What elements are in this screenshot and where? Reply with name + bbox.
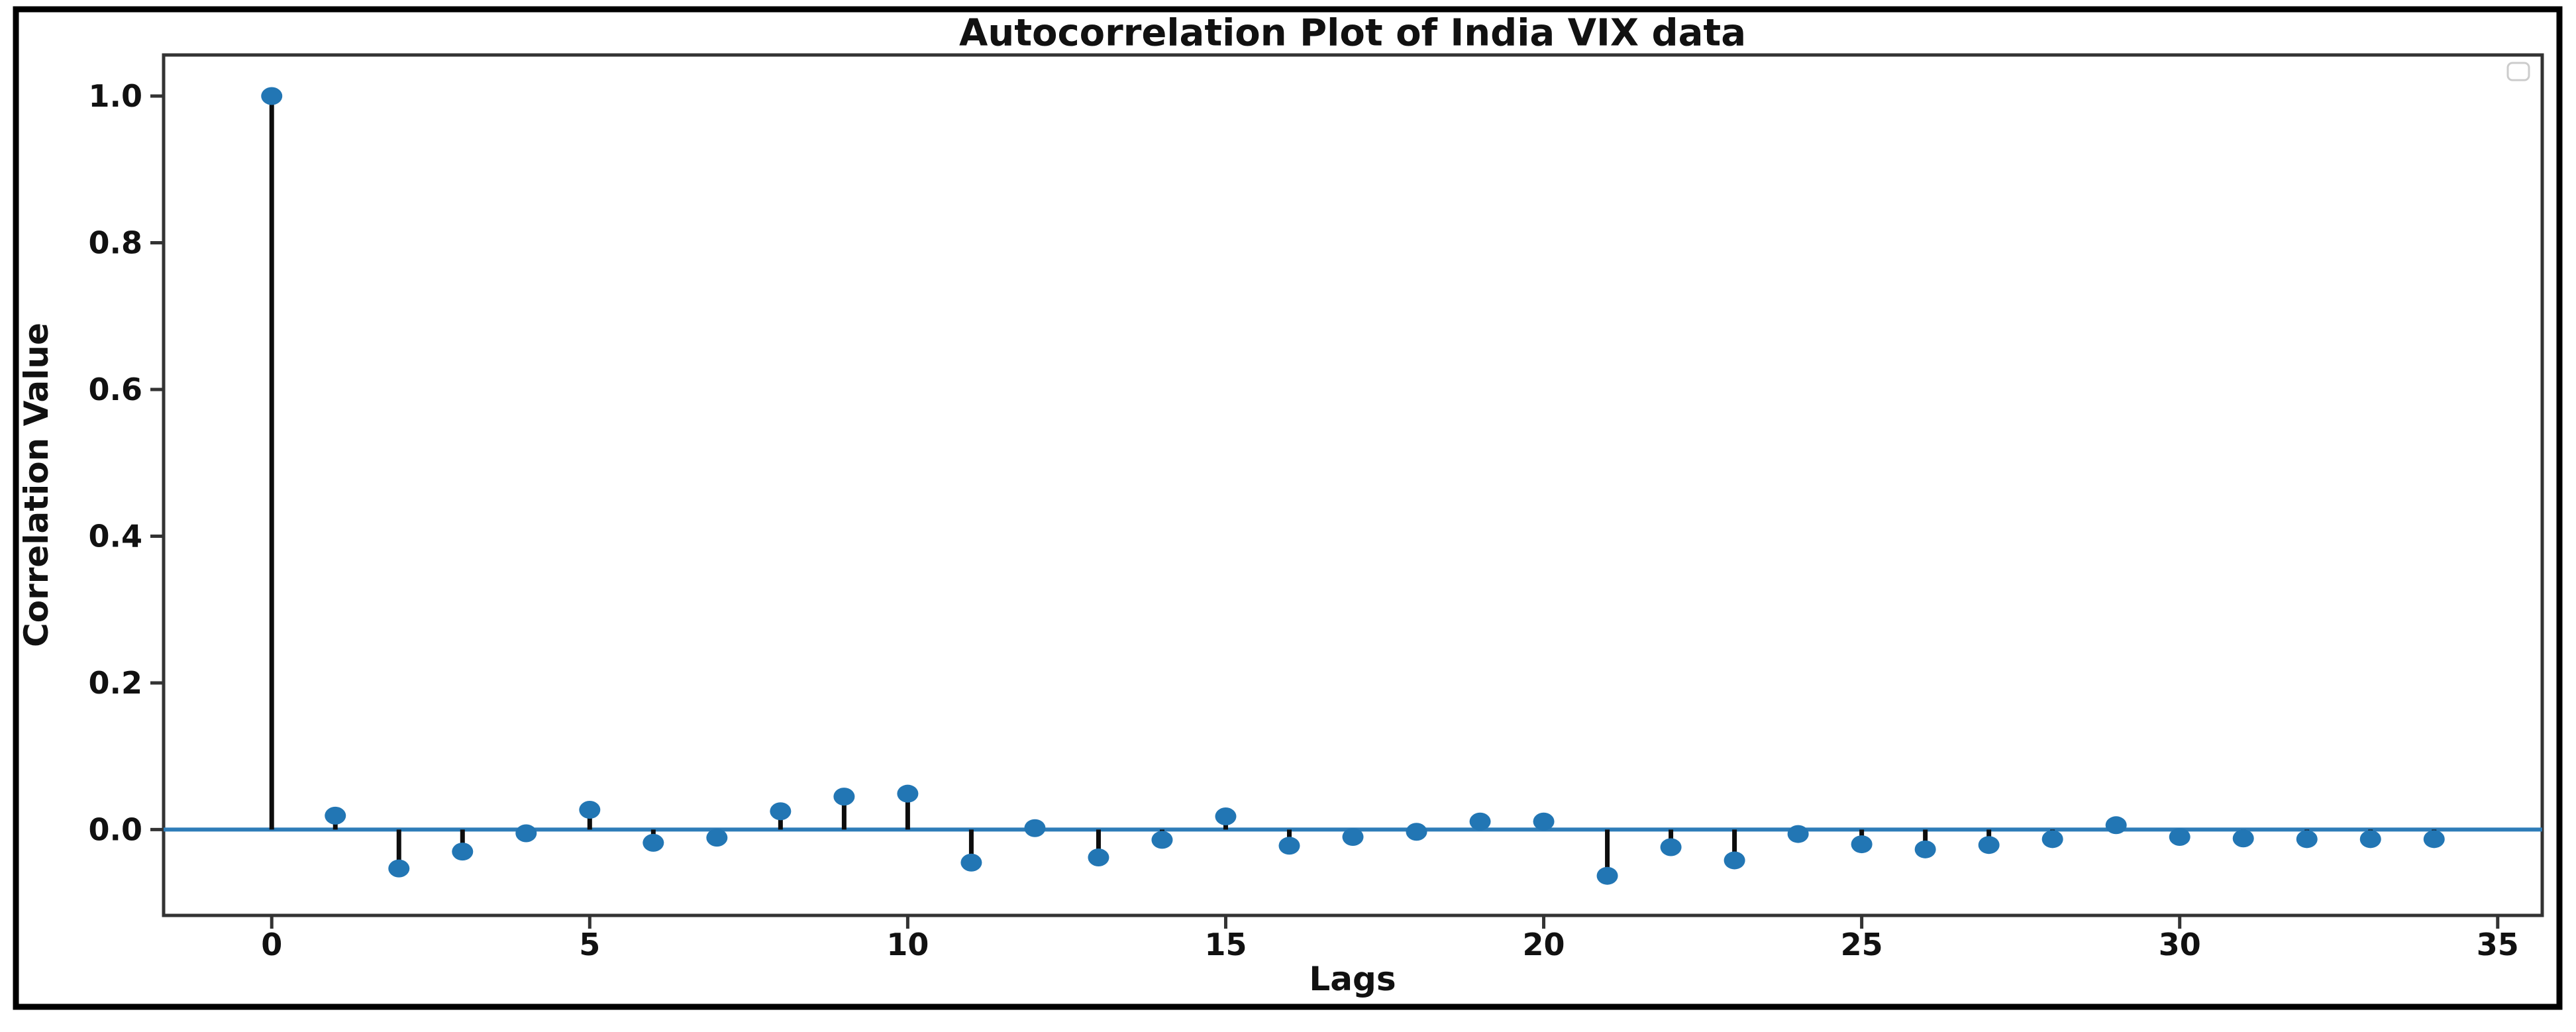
stem-marker <box>1151 831 1173 849</box>
x-tick-label: 25 <box>1841 927 1883 962</box>
x-tick-label: 15 <box>1204 927 1247 962</box>
stem-marker <box>325 806 346 825</box>
stem-marker <box>1469 812 1491 831</box>
stem-marker <box>2296 830 2318 849</box>
stem-marker <box>770 802 792 821</box>
y-tick-label: 0.8 <box>89 225 143 260</box>
plot-area <box>162 53 2544 917</box>
y-axis-label: Correlation Value <box>17 323 56 647</box>
stem-marker <box>1978 836 2000 854</box>
x-axis-ticks: 0 5 10 15 20 25 30 35 <box>261 915 2519 962</box>
stem-marker <box>2232 829 2254 848</box>
stem-marker <box>1533 812 1555 831</box>
stem-series <box>261 87 2445 885</box>
x-tick-label: 35 <box>2477 927 2519 962</box>
stem-marker <box>706 829 728 847</box>
stem-marker <box>960 853 982 872</box>
x-tick-label: 20 <box>1523 927 1565 962</box>
stem-marker <box>1278 837 1300 855</box>
stem-marker <box>833 788 855 806</box>
y-axis-ticks: 0.0 0.2 0.4 0.6 0.8 1.0 <box>89 78 164 847</box>
x-tick-label: 30 <box>2159 927 2201 962</box>
stem-marker <box>1851 835 1873 854</box>
stem-marker <box>1724 851 1745 870</box>
stem-marker <box>2423 830 2445 849</box>
y-tick-label: 0.2 <box>89 665 143 701</box>
stem-marker <box>2359 830 2381 849</box>
figure-border <box>13 6 2563 1010</box>
stem-marker <box>2041 830 2063 849</box>
stem-marker <box>388 859 410 878</box>
y-tick-label: 1.0 <box>89 78 143 114</box>
stem-marker <box>515 824 537 843</box>
stem-marker <box>1914 840 1936 858</box>
stem-marker <box>897 784 919 803</box>
y-tick-label: 0.0 <box>89 811 143 847</box>
stem-marker <box>1406 823 1427 841</box>
stem-marker <box>1660 838 1682 856</box>
stem-marker <box>1787 825 1809 843</box>
stem-marker <box>643 833 664 852</box>
y-tick-label: 0.4 <box>89 518 143 554</box>
stem-marker <box>452 843 474 861</box>
chart-title: Autocorrelation Plot of India VIX data <box>959 12 1746 55</box>
stem-marker <box>261 87 283 105</box>
y-tick-label: 0.6 <box>89 372 143 407</box>
stem-marker <box>2105 816 2127 835</box>
stem-marker <box>579 801 601 819</box>
stem-marker <box>1024 819 1046 837</box>
x-axis-label: Lags <box>1309 960 1396 998</box>
stem-marker <box>1596 866 1618 885</box>
x-tick-label: 10 <box>886 927 929 962</box>
stem-marker <box>1088 849 1109 867</box>
stem-marker <box>1215 807 1237 825</box>
x-tick-label: 5 <box>579 927 600 962</box>
stem-marker <box>1342 828 1364 847</box>
x-tick-label: 0 <box>261 927 282 962</box>
legend-box <box>2506 62 2530 81</box>
stem-marker <box>2169 828 2190 847</box>
